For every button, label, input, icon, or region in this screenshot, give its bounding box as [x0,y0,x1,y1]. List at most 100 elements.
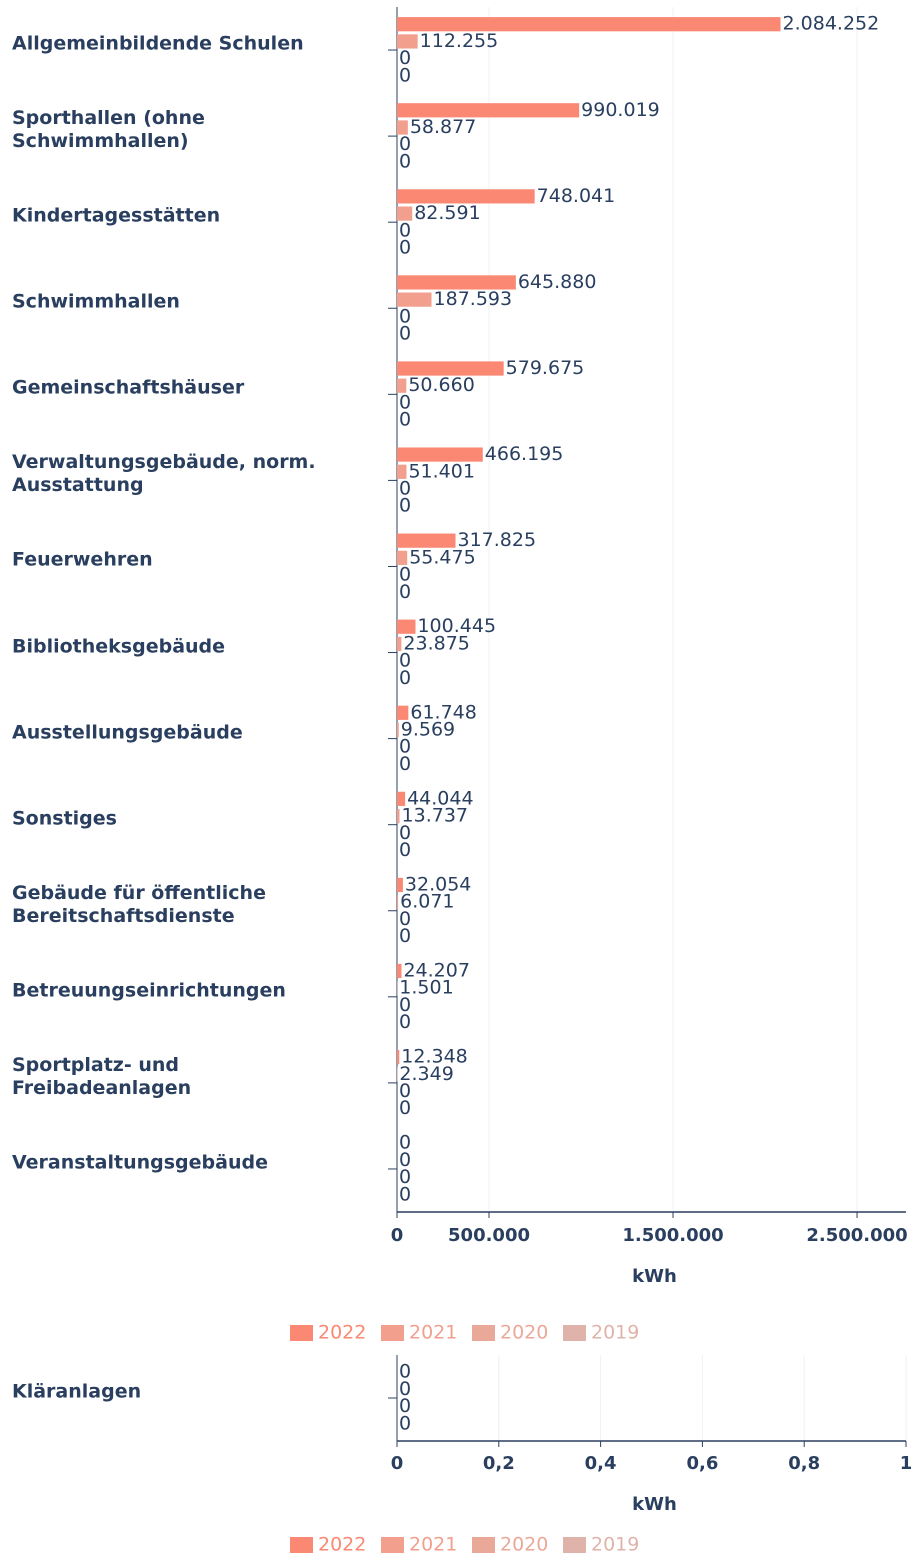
data-label: 1.501 [399,977,453,999]
legend-swatch [290,1537,313,1553]
data-label: 0 [399,1011,411,1033]
category-label: Allgemeinbildende Schulen [12,32,304,55]
data-label: 9.569 [401,719,455,741]
data-label: 0 [399,219,411,241]
legend-label: 2022 [318,1322,366,1344]
data-label: 0 [399,1132,411,1154]
data-label: 0 [399,64,411,86]
legend-swatch [563,1537,586,1553]
bar [397,447,483,462]
data-label: 0 [399,667,411,689]
data-label: 0 [399,495,411,517]
category-label: Sportplatz- und Freibadeanlagen [12,1054,192,1099]
x-tick-label: 1.500.000 [622,1225,723,1246]
x-axis-title: kWh [632,1494,677,1515]
bar [397,550,408,565]
data-label: 748.041 [537,185,616,207]
legend-swatch [381,1325,404,1341]
data-label: 12.348 [401,1046,467,1068]
bar [397,292,432,307]
legend-label: 2021 [409,1534,457,1556]
data-label: 0 [399,753,411,775]
category-label: Veranstaltungsgebäude [12,1151,268,1174]
bar [397,722,399,738]
x-tick-label: 0,2 [483,1453,515,1474]
category-label: Sporthallen (ohne Schwimmhallen) [12,107,205,153]
legend-label: 2021 [409,1322,457,1344]
x-tick-label: 2.500.000 [806,1225,907,1246]
data-label: 0 [399,994,411,1016]
data-label: 61.748 [410,701,476,723]
bar [397,206,413,221]
data-label: 58.877 [410,116,476,138]
data-label: 23.875 [403,632,469,654]
category-label: Bibliotheksgebäude [12,635,226,658]
data-label: 0 [399,323,411,345]
bar [397,464,407,479]
data-label: 0 [399,839,411,861]
data-label: 466.195 [485,443,564,465]
data-label: 0 [399,305,411,327]
data-label: 0 [399,47,411,69]
bar [397,808,400,824]
data-label: 0 [399,581,411,603]
legend-swatch [472,1537,495,1553]
data-label: 112.255 [420,30,499,52]
bar [397,1049,400,1065]
data-label: 187.593 [434,288,513,310]
data-label: 51.401 [408,460,474,482]
data-label: 0 [399,1149,411,1171]
data-label: 0 [399,822,411,844]
legend-label: 2019 [591,1322,639,1344]
data-label: 0 [399,1361,411,1383]
data-label: 990.019 [581,99,660,121]
data-label: 0 [399,133,411,155]
data-label: 0 [399,908,411,930]
data-label: 0 [399,1378,411,1400]
bar [397,895,399,910]
bar [397,636,402,652]
x-tick-label: 500.000 [448,1225,530,1246]
data-label: 0 [399,1412,411,1434]
category-label: Ausstellungsgebäude [12,721,243,744]
data-label: 0 [399,237,411,259]
data-label: 50.660 [408,374,474,396]
bar [397,34,418,49]
data-label: 0 [399,478,411,500]
data-label: 579.675 [506,357,585,379]
bar [397,378,407,393]
bar [397,963,402,979]
bar [397,361,504,376]
data-label: 0 [399,925,411,947]
data-label: 55.475 [409,546,475,568]
legend-swatch [472,1325,495,1341]
legend-swatch [381,1537,404,1553]
x-tick-label: 0,6 [686,1453,718,1474]
legend-swatch [290,1325,313,1341]
data-label: 2.349 [399,1063,453,1085]
data-label: 0 [399,1097,411,1119]
x-tick-label: 1 [900,1453,913,1474]
data-label: 0 [399,736,411,758]
data-label: 317.825 [457,529,536,551]
category-label: Betreuungseinrichtungen [12,979,286,1002]
x-axis-title: kWh [632,1266,677,1287]
data-label: 645.880 [518,271,597,293]
data-label: 0 [399,1395,411,1417]
data-label: 2.084.252 [783,13,880,35]
data-label: 0 [399,391,411,413]
legend-label: 2022 [318,1534,366,1556]
data-label: 0 [399,564,411,586]
bar [397,120,408,135]
data-label: 0 [399,1080,411,1102]
x-tick-label: 0 [391,1225,404,1246]
data-label: 24.207 [403,960,469,982]
legend-label: 2020 [500,1534,548,1556]
data-label: 6.071 [400,891,454,913]
category-label: Gemeinschaftshäuser [12,376,245,399]
bar [397,189,535,204]
legend-label: 2019 [591,1534,639,1556]
legend-swatch [563,1325,586,1341]
data-label: 44.044 [407,787,473,809]
